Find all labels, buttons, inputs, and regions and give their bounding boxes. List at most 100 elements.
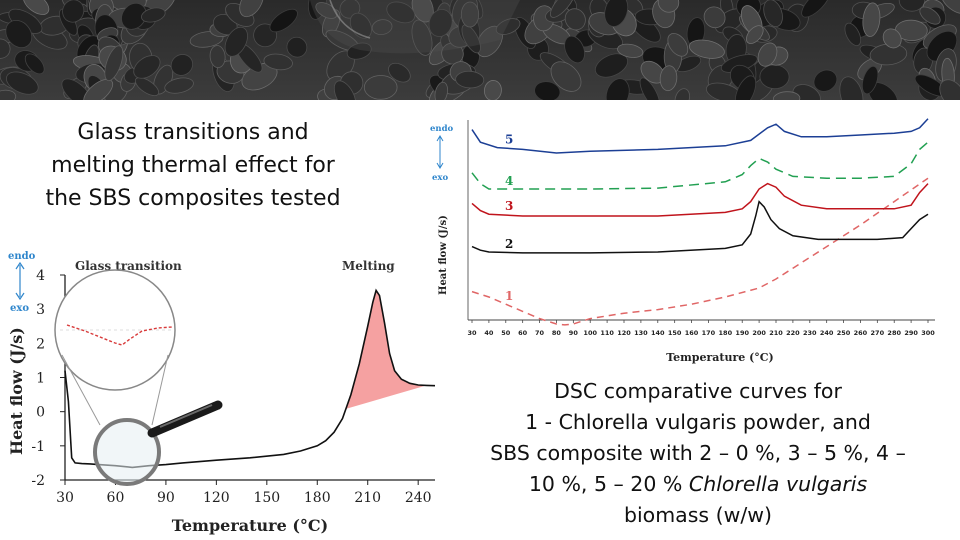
pellet: [5, 19, 33, 49]
zoom-connector: [61, 354, 101, 426]
x-axis-label: Temperature (°C): [172, 516, 328, 535]
x-tick-label: 40: [484, 329, 494, 337]
series-line: [64, 288, 436, 469]
x-tick-label: 280: [887, 329, 901, 337]
x-tick-label: 300: [921, 329, 935, 337]
pellet: [455, 70, 485, 89]
right-caption-line: 10 %, 5 – 20 % Chlorella vulgaris: [456, 469, 940, 500]
caption-text: 10 %, 5 – 20 %: [528, 472, 689, 496]
x-tick-label: 220: [786, 329, 800, 337]
y-tick-label: 0: [36, 405, 45, 421]
x-tick-label: 30: [56, 490, 74, 506]
x-axis-label: Temperature (°C): [666, 351, 774, 364]
pellet: [919, 6, 941, 25]
pellet: [170, 54, 194, 76]
y-tick-label: -1: [31, 439, 45, 455]
pellet: [898, 0, 926, 12]
pellet: [862, 2, 881, 37]
pellet: [411, 19, 433, 56]
pellet: [363, 75, 398, 100]
series-2-line: [471, 200, 929, 254]
x-tick-label: 80: [552, 329, 562, 337]
pellet: [939, 79, 960, 100]
x-tick-label: 60: [518, 329, 528, 337]
x-tick-label: 100: [583, 329, 597, 337]
x-tick-label: 290: [904, 329, 918, 337]
y-tick-label: 1: [36, 371, 45, 387]
pellet: [5, 71, 39, 95]
melting-peak-fill: [345, 290, 427, 409]
right-caption-line: SBS composite with 2 – 0 %, 3 – 5 %, 4 –: [490, 441, 906, 465]
pellet: [882, 28, 902, 49]
pellet: [333, 80, 357, 100]
pellet: [550, 61, 582, 92]
x-tick-label: 180: [304, 490, 331, 506]
pellet: [801, 0, 831, 18]
pellet: [24, 53, 45, 75]
pellet: [22, 0, 50, 15]
pellet: [133, 55, 161, 79]
x-tick-label: 200: [752, 329, 766, 337]
y-tick-label: 3: [36, 302, 45, 318]
pellet: [617, 43, 644, 58]
pellet: [688, 39, 725, 59]
series-3-label: 3: [505, 199, 513, 213]
pellet: [757, 42, 778, 67]
series-4-line: [471, 141, 929, 190]
pellet: [0, 38, 11, 59]
pellet: [483, 80, 502, 100]
species-name: Chlorella vulgaris: [688, 472, 868, 496]
pellet: [657, 0, 680, 13]
right-caption-line: DSC comparative curves for: [554, 379, 842, 403]
glass-transition-label: Glass transition: [75, 259, 182, 273]
pellet: [667, 33, 689, 57]
x-tick-label: 210: [769, 329, 783, 337]
x-tick-label: 230: [803, 329, 817, 337]
pellet: [549, 0, 576, 18]
pellet: [772, 91, 801, 100]
left-caption-line: melting thermal effect for: [51, 153, 335, 178]
y-axis-label: Heat flow (J/s): [438, 215, 449, 295]
pellet: [564, 8, 586, 31]
x-tick-label: 70: [535, 329, 545, 337]
pellet: [460, 1, 480, 28]
pellet: [659, 65, 678, 92]
x-tick-label: 140: [651, 329, 665, 337]
series-2-label: 2: [505, 237, 513, 251]
pellet: [121, 2, 147, 30]
x-tick-label: 260: [854, 329, 868, 337]
pellet: [941, 0, 960, 14]
dsc-comparative-chart: 30 40 50 60 70 80 90 100 110 120 130 140 150 160 170 18…: [430, 118, 935, 364]
pellet: [386, 1, 416, 24]
exo-label: exo: [10, 303, 29, 314]
pellet: [792, 84, 821, 100]
zoom-connector: [151, 354, 169, 426]
x-tick-label: 160: [685, 329, 699, 337]
series-1-label: 1: [505, 289, 513, 303]
pellet: [0, 89, 17, 100]
pellet: [209, 45, 226, 69]
x-tick-label: 30: [467, 329, 477, 337]
x-tick-label: 210: [354, 490, 381, 506]
x-tick-label: 270: [871, 329, 885, 337]
right-caption: DSC comparative curves for 1 - Chlorella…: [456, 376, 940, 531]
x-tick-label: 150: [668, 329, 682, 337]
pellet: [346, 42, 372, 60]
pellet: [62, 0, 85, 23]
pellet: [813, 69, 838, 92]
magnifier-lens: [93, 418, 161, 486]
y-tick-label: -2: [31, 473, 45, 489]
glass-melting-chart: 30 60 90 120 150 180 210 240 -2 -1 0 1 2 3 4 Glass tra…: [7, 251, 436, 535]
endo-label: endo: [430, 124, 454, 134]
pellet: [239, 0, 264, 18]
pellet: [286, 36, 308, 58]
x-tick-label: 90: [569, 329, 579, 337]
pellet: [861, 65, 879, 95]
pellet: [839, 76, 864, 100]
x-tick-label: 110: [600, 329, 614, 337]
magnifier-handle: [147, 400, 223, 438]
series-1-line: [471, 177, 929, 326]
pellet: [269, 8, 298, 33]
x-tick-label: 50: [501, 329, 511, 337]
x-tick-label: 120: [617, 329, 631, 337]
